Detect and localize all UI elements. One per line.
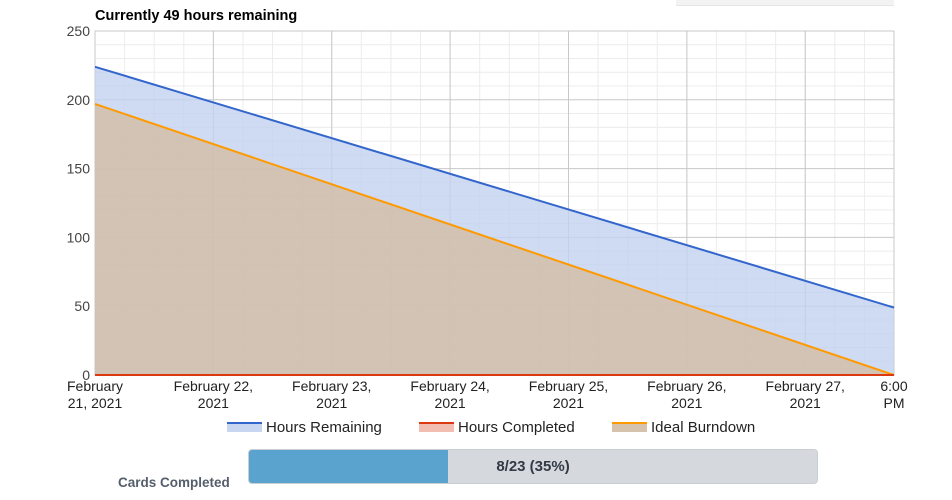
y-tick-label: 50 [74, 298, 90, 314]
legend-label: Hours Remaining [266, 419, 382, 436]
y-tick-label: 0 [82, 367, 90, 383]
x-tick-label: February 22, 2021 [174, 378, 253, 411]
x-tick-label: February 24, 2021 [410, 378, 489, 411]
x-tick-label: February 26, 2021 [647, 378, 726, 411]
progress-text: 8/23 (35%) [496, 458, 570, 475]
progress-fill [249, 450, 448, 483]
line-ideal-burndown [94, 102, 895, 376]
x-tick-label: February 23, 2021 [292, 378, 371, 411]
chart-title: Currently 49 hours remaining [95, 8, 298, 24]
line-hours-remaining [94, 65, 895, 309]
progress-bar: 8/23 (35%) [248, 449, 818, 484]
y-tick-label: 150 [67, 161, 91, 177]
top-right-panel [676, 0, 894, 6]
y-tick-label: 200 [67, 92, 91, 108]
x-tick-label: February 21, 2021 [67, 378, 123, 411]
x-tick-label: 6:00 PM [880, 378, 907, 411]
legend-swatch [419, 422, 454, 432]
x-tick-label: February 27, 2021 [766, 378, 845, 411]
burndown-chart: 0 50 100 150 200 250 February 21, 2021 February … [67, 23, 908, 436]
y-tick-label: 100 [67, 229, 91, 245]
legend-swatch [227, 422, 262, 432]
legend-label: Ideal Burndown [651, 419, 755, 436]
legend-swatch [612, 422, 647, 432]
y-tick-label: 250 [67, 23, 91, 39]
x-tick-label: February 25, 2021 [529, 378, 608, 411]
legend-label: Hours Completed [458, 419, 575, 436]
progress-label: Cards Completed [118, 475, 230, 490]
